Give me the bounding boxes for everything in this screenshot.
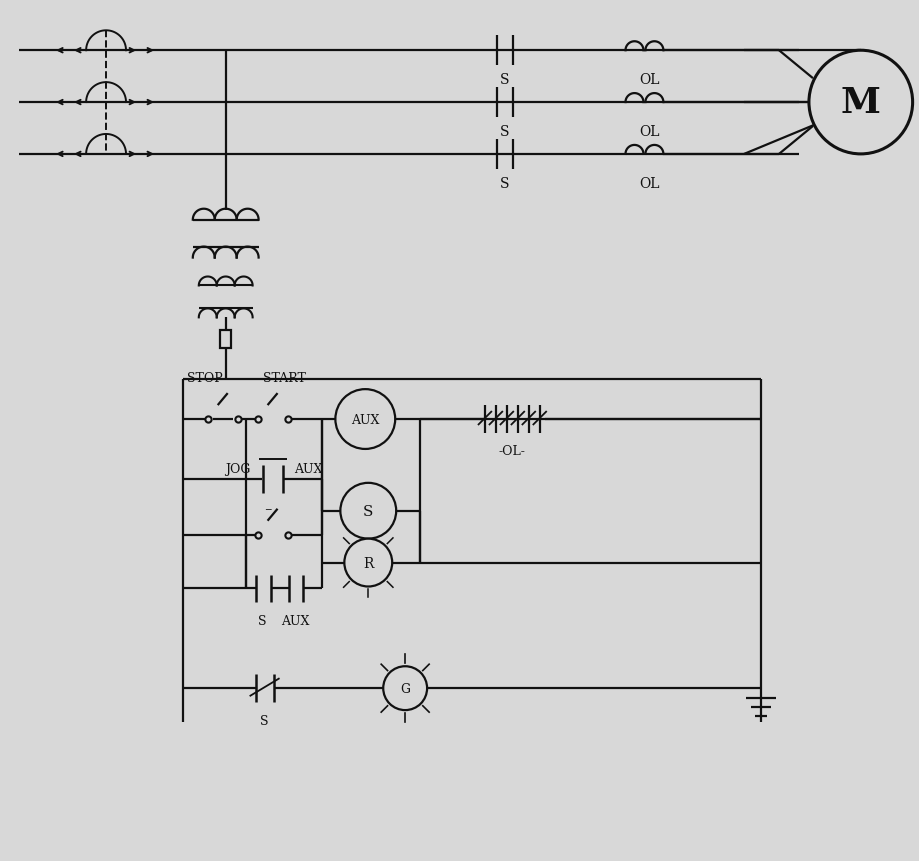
Circle shape [808, 51, 912, 155]
Text: _: _ [265, 499, 270, 509]
Circle shape [383, 666, 426, 710]
Text: S: S [260, 715, 268, 728]
Text: M: M [840, 86, 879, 120]
Text: AUX: AUX [294, 463, 323, 476]
Text: S: S [500, 177, 509, 190]
Text: OL: OL [639, 177, 659, 190]
Text: S: S [500, 125, 509, 139]
Text: S: S [258, 615, 267, 628]
Text: AUX: AUX [351, 413, 379, 426]
Text: AUX: AUX [281, 615, 310, 628]
Text: R: R [363, 556, 373, 570]
Bar [220, 331, 231, 349]
Text: STOP: STOP [187, 372, 222, 385]
Circle shape [344, 539, 391, 587]
Text: -OL-: -OL- [498, 444, 525, 457]
Circle shape [335, 390, 395, 449]
Text: S: S [363, 505, 373, 518]
Text: START: START [263, 372, 306, 385]
Circle shape [340, 483, 396, 539]
Text: OL: OL [639, 125, 659, 139]
Text: S: S [500, 73, 509, 87]
Text: OL: OL [639, 73, 659, 87]
Text: G: G [400, 682, 410, 695]
Text: JOG: JOG [225, 463, 250, 476]
